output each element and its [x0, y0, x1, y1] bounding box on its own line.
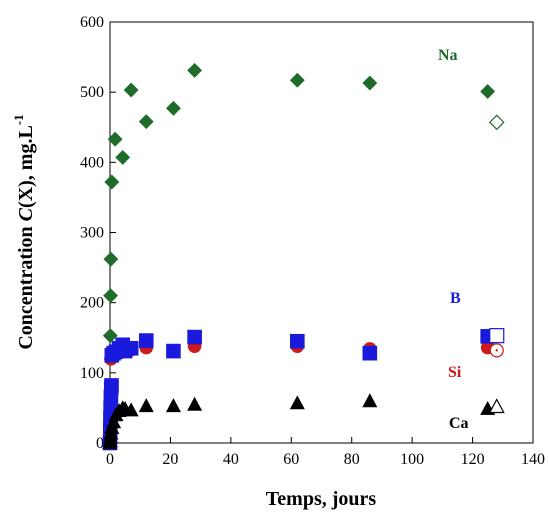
- x-tick-label: 140: [521, 451, 545, 468]
- na-point: [362, 75, 378, 91]
- na-point: [102, 328, 118, 344]
- na-point: [166, 100, 181, 116]
- b-point: [290, 333, 305, 349]
- ca-point: [165, 398, 181, 413]
- na-open-point: [488, 114, 505, 131]
- x-tick-label: 0: [106, 451, 114, 468]
- b-open-point: [489, 328, 505, 344]
- y-tick-label: 300: [80, 225, 104, 242]
- y-tick-label: 600: [80, 14, 104, 31]
- na-point: [187, 62, 203, 78]
- b-point: [362, 345, 378, 361]
- x-tick-label: 80: [344, 451, 360, 468]
- na-point: [480, 84, 496, 99]
- ca-point: [362, 393, 378, 408]
- x-tick-label: 20: [162, 451, 178, 468]
- na-point: [123, 82, 139, 98]
- b-point: [104, 378, 119, 393]
- y-tick-label: 100: [80, 365, 104, 382]
- na-point: [107, 131, 123, 147]
- series-label-b: B: [450, 290, 461, 307]
- x-axis-ticks: 0 20 40 60 80 100 120 140: [106, 437, 545, 468]
- x-tick-label: 60: [283, 451, 299, 468]
- y-tick-label: 500: [80, 84, 104, 101]
- b-point: [123, 340, 139, 356]
- x-tick-label: 120: [461, 451, 485, 468]
- ca-point: [187, 396, 203, 411]
- y-axis-title: Concentration C(X), mg.L-1: [11, 114, 37, 349]
- ca-point: [138, 398, 154, 413]
- x-axis-title: Temps, jours: [266, 488, 377, 510]
- b-point: [138, 333, 154, 348]
- y-tick-label: 400: [80, 154, 104, 171]
- na-point: [115, 149, 131, 165]
- si-open-point-center: [495, 349, 498, 352]
- na-point: [138, 114, 154, 130]
- b-point: [166, 343, 181, 359]
- na-point: [289, 72, 305, 88]
- na-point: [103, 251, 119, 267]
- x-tick-label: 100: [400, 451, 424, 468]
- b-point: [187, 329, 202, 345]
- ca-open-point: [488, 398, 505, 414]
- y-axis-ticks: 0 100 200 300 400 500 600: [80, 14, 116, 452]
- y-tick-label: 200: [80, 295, 104, 312]
- ca-point: [106, 414, 122, 429]
- ca-point: [123, 402, 139, 417]
- series-label-si: Si: [448, 364, 462, 381]
- series-label-ca: Ca: [449, 415, 469, 432]
- x-tick-label: 40: [223, 451, 239, 468]
- series-labels: Na B Si Ca: [438, 47, 469, 432]
- na-point: [104, 174, 120, 190]
- ca-point: [289, 395, 305, 410]
- na-point: [103, 288, 119, 304]
- y-tick-label: 0: [96, 435, 104, 452]
- data-marks: [102, 62, 505, 451]
- plot-frame: [109, 21, 534, 444]
- series-label-na: Na: [438, 47, 458, 64]
